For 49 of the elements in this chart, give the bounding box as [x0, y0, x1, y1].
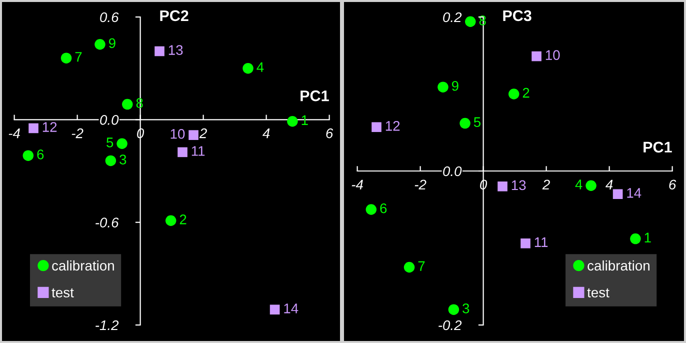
y-tick-label: -1.2: [96, 320, 119, 330]
annotation: 6: [380, 203, 387, 214]
x-tick-label: 6: [669, 180, 676, 190]
x-tick-label: -2: [72, 128, 84, 138]
legend-label: calibration: [52, 260, 114, 271]
x-tick-label: 4: [606, 180, 613, 190]
annotation: 9: [452, 80, 458, 91]
annotation: 12: [386, 121, 400, 131]
annotation: 14: [284, 304, 298, 314]
annotation: 3: [462, 303, 470, 314]
annotation: 2: [180, 214, 186, 224]
x-tick-label: -4: [352, 180, 363, 190]
annotation: 13: [512, 180, 526, 190]
annotation: 3: [120, 154, 126, 164]
y-tick-label: 0.6: [100, 12, 119, 22]
x-axis-title: PC1: [644, 142, 672, 153]
x-tick-label: 2: [542, 180, 550, 190]
y-axis-title: PC3: [503, 10, 532, 22]
annotation: 12: [42, 122, 57, 132]
annotation: 5: [474, 117, 481, 127]
legend-label: calibration: [588, 260, 650, 271]
y-tick-label: 0.0: [100, 115, 119, 125]
x-axis-title: PC1: [300, 90, 329, 102]
y-tick-label: -0.2: [438, 320, 462, 330]
annotation: 2: [522, 88, 530, 98]
annotation: 11: [192, 146, 205, 156]
annotation: 4: [256, 62, 264, 72]
x-tick-label: 4: [262, 128, 270, 138]
annotation: 5: [106, 138, 114, 148]
y-tick-label: 0.2: [443, 12, 462, 22]
x-tick-label: -4: [8, 128, 20, 138]
x-tick-label: -2: [414, 180, 426, 190]
annotation: 10: [546, 50, 560, 60]
x-tick-label: 6: [326, 128, 334, 138]
annotation: 13: [168, 45, 183, 55]
annotation: 14: [627, 188, 642, 198]
annotation: 10: [170, 128, 185, 139]
y-tick-label: 0.0: [443, 166, 462, 176]
y-axis-title: PC2: [160, 10, 188, 22]
annotation: 6: [37, 149, 44, 160]
annotation: 1: [644, 232, 651, 242]
legend-label: test: [587, 288, 610, 298]
annotation: 7: [75, 52, 82, 62]
annotation: 7: [418, 261, 425, 271]
y-tick-label: -0.6: [96, 218, 119, 228]
annotation: 9: [108, 38, 116, 48]
x-tick-label: 2: [199, 128, 207, 138]
annotation: 11: [534, 237, 548, 247]
legend-label: test: [52, 288, 74, 298]
